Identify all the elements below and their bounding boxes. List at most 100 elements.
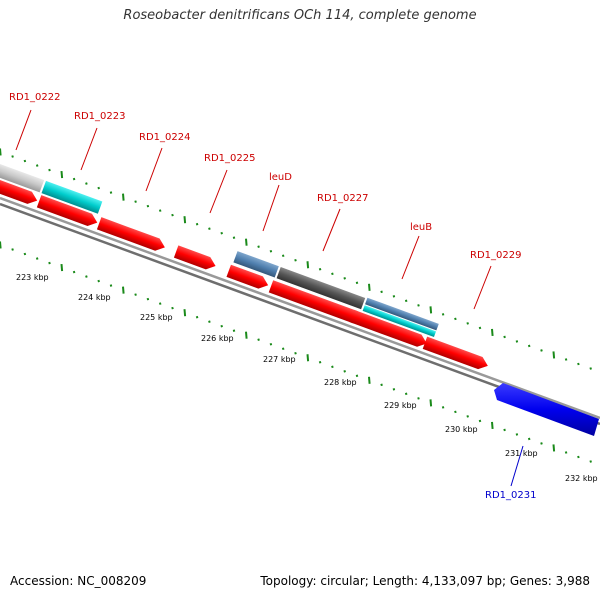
tick-mark bbox=[343, 370, 346, 373]
tick-mark bbox=[564, 358, 568, 361]
tick-mark bbox=[183, 216, 187, 224]
tick-mark bbox=[220, 231, 223, 235]
label-leaders bbox=[15, 109, 524, 487]
backbone-outer bbox=[0, 196, 600, 420]
accession-text: Accession: NC_008209 bbox=[10, 574, 147, 588]
gene-arrow-3[interactable] bbox=[96, 217, 167, 253]
gene-arrow-5[interactable] bbox=[226, 264, 270, 292]
tick-mark bbox=[195, 315, 199, 319]
tick-mark bbox=[441, 313, 445, 316]
gene-arrow-2[interactable] bbox=[36, 195, 100, 229]
tick-mark bbox=[48, 168, 51, 172]
tick-mark bbox=[417, 304, 420, 307]
gene-rd1-0231[interactable] bbox=[494, 383, 599, 436]
tick-mark bbox=[245, 331, 248, 339]
gene-label[interactable]: RD1_0229 bbox=[470, 250, 521, 261]
tick-mark bbox=[380, 290, 383, 294]
tick-mark bbox=[577, 362, 580, 366]
tick-mark bbox=[515, 433, 519, 436]
gene-label[interactable]: RD1_0222 bbox=[9, 92, 60, 103]
tick-mark bbox=[171, 213, 174, 217]
tick-mark bbox=[245, 238, 248, 246]
tick-mark bbox=[404, 299, 408, 303]
tick-mark bbox=[577, 455, 580, 459]
gene-arrow-4[interactable] bbox=[173, 245, 218, 272]
tick-mark bbox=[257, 245, 260, 249]
gene-label[interactable]: RD1_0223 bbox=[74, 111, 125, 122]
gene-arrow-1[interactable] bbox=[0, 180, 39, 207]
tick-mark bbox=[454, 317, 457, 321]
gene-rd1-0222[interactable] bbox=[0, 164, 45, 193]
gene-label[interactable]: RD1_0227 bbox=[317, 193, 368, 204]
tick-mark bbox=[429, 399, 433, 407]
tick-mark bbox=[97, 186, 100, 190]
gene-rd1-0227-dark[interactable] bbox=[276, 266, 366, 310]
tick-mark bbox=[171, 306, 174, 310]
tick-mark bbox=[331, 272, 334, 276]
tick-mark bbox=[11, 155, 14, 158]
gene-label[interactable]: leuD bbox=[269, 172, 292, 183]
reverse-strand-genes bbox=[494, 383, 599, 436]
gene-label[interactable]: leuB bbox=[410, 222, 432, 233]
gene-leub-cyan[interactable] bbox=[362, 305, 437, 338]
tick-mark bbox=[331, 365, 334, 369]
tick-mark bbox=[417, 397, 420, 400]
tick-mark bbox=[368, 283, 371, 291]
tick-mark bbox=[564, 451, 568, 454]
tick-mark bbox=[318, 360, 322, 364]
tick-mark bbox=[72, 270, 76, 274]
tick-mark bbox=[220, 324, 223, 328]
tick-mark bbox=[281, 347, 285, 351]
scale-label: 227 kbp bbox=[263, 355, 296, 364]
tick-mark bbox=[60, 170, 64, 179]
gene-label-layer: RD1_0222 RD1_0223 RD1_0224 RD1_0225 leuD… bbox=[9, 92, 536, 501]
tick-mark bbox=[257, 338, 260, 342]
tick-mark bbox=[404, 392, 408, 396]
gene-label[interactable]: RD1_0225 bbox=[204, 153, 255, 164]
tick-mark bbox=[85, 275, 88, 278]
tick-mark bbox=[294, 351, 297, 355]
scale-label: 226 kbp bbox=[201, 334, 234, 343]
tick-mark bbox=[454, 410, 457, 414]
gene-arrow-8[interactable] bbox=[422, 336, 490, 372]
tick-mark bbox=[269, 249, 273, 253]
tick-mark bbox=[355, 281, 359, 285]
tick-mark bbox=[552, 444, 556, 452]
tick-mark bbox=[158, 209, 162, 212]
gene-leud[interactable] bbox=[233, 251, 279, 278]
tick-mark bbox=[392, 295, 396, 298]
tick-mark bbox=[318, 267, 322, 271]
scale-label: 223 kbp bbox=[16, 273, 49, 282]
genome-title: Roseobacter denitrificans OCh 114, compl… bbox=[123, 8, 477, 23]
inner-tick-track bbox=[0, 241, 592, 463]
tick-mark bbox=[478, 326, 482, 330]
tick-mark bbox=[491, 328, 494, 337]
tick-mark bbox=[60, 263, 64, 272]
gene-label[interactable]: RD1_0224 bbox=[139, 132, 190, 143]
scale-label-layer: 223 kbp 224 kbp 225 kbp 226 kbp 227 kbp … bbox=[16, 273, 598, 483]
gene-rd1-0223[interactable] bbox=[41, 180, 103, 214]
tick-mark bbox=[589, 460, 592, 463]
scale-label: 228 kbp bbox=[324, 378, 357, 387]
tick-mark bbox=[306, 261, 310, 269]
tick-mark bbox=[72, 177, 76, 181]
tick-mark bbox=[466, 415, 469, 418]
tick-mark bbox=[23, 159, 27, 163]
gene-label[interactable]: RD1_0231 bbox=[485, 490, 536, 501]
tick-mark bbox=[122, 286, 125, 294]
red-gene-track bbox=[0, 180, 490, 372]
scale-label: 224 kbp bbox=[78, 293, 111, 302]
tick-mark bbox=[232, 329, 236, 332]
gene-leub[interactable] bbox=[365, 297, 439, 331]
forward-strand-genes bbox=[0, 164, 439, 338]
gene-arrow-7[interactable] bbox=[349, 309, 429, 350]
tick-mark bbox=[503, 335, 506, 339]
gene-arrow-6[interactable] bbox=[268, 280, 365, 326]
tick-mark bbox=[306, 354, 310, 362]
tick-mark bbox=[11, 248, 14, 251]
genome-stats-text: Topology: circular; Length: 4,133,097 bp… bbox=[260, 574, 590, 588]
scale-label: 225 kbp bbox=[140, 313, 173, 322]
outer-tick-track bbox=[0, 148, 592, 370]
tick-mark bbox=[368, 376, 371, 384]
